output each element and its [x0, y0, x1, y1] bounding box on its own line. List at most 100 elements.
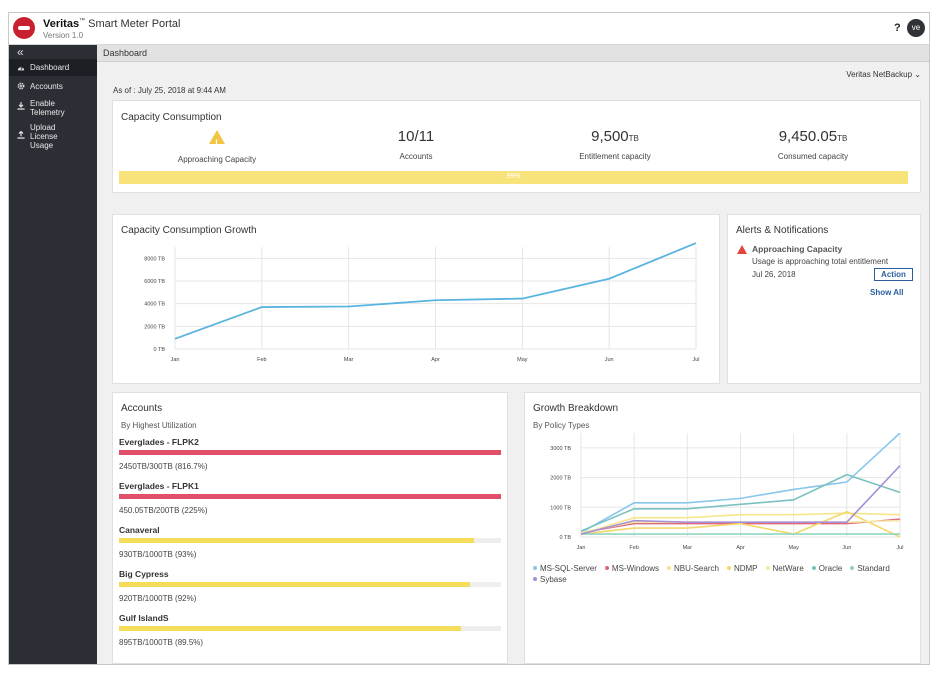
chart-legend: MS-SQL-Server MS-Windows NBU-Search NDMP Net…	[533, 563, 913, 585]
legend-swatch	[604, 566, 609, 570]
alerts-card: Alerts & Notifications Approaching Capac…	[727, 214, 921, 384]
account-name: Canaveral	[119, 525, 160, 535]
series-line-nbu-search	[580, 512, 901, 535]
x-tick-label: May	[517, 357, 528, 363]
growth-breakdown-card: Growth Breakdown By Policy Types Jan Feb M…	[524, 392, 921, 664]
card-title: Alerts & Notifications	[736, 225, 829, 236]
sidebar-item-enable-telemetry[interactable]: Enable Telemetry	[9, 99, 97, 121]
x-tick-label: Feb	[257, 357, 266, 363]
capacity-growth-card: Capacity Consumption Growth Jan Feb Mar Apr…	[112, 214, 720, 384]
x-tick-label: Jun	[605, 357, 614, 363]
series-line-ms-sql-server	[580, 433, 901, 534]
account-usage: 930TB/1000TB (93%)	[119, 550, 197, 559]
legend-swatch	[533, 566, 537, 570]
alert-title: Approaching Capacity	[752, 244, 843, 254]
series-line-ndmp	[580, 510, 901, 538]
legend-swatch	[667, 566, 672, 570]
sidebar-item-upload-license-usage[interactable]: Upload License Usage	[9, 123, 97, 153]
y-tick-label: 0 TB	[153, 347, 165, 353]
warning-icon	[209, 130, 225, 153]
x-tick-label: Apr	[736, 545, 745, 551]
account-usage: 450.05TB/200TB (225%)	[119, 506, 208, 515]
series-line-sybase	[580, 465, 901, 535]
alert-date: Jul 26, 2018	[752, 270, 796, 279]
capacity-progress-bar: 99%	[119, 171, 908, 184]
capacity-growth-chart: Jan Feb Mar Apr May Jun Jul 0 TB 2000 TB 4000 TB 6…	[144, 242, 700, 363]
sidebar-item-accounts[interactable]: Accounts	[9, 78, 97, 95]
kpi-approaching-capacity: Approaching Capacity	[117, 127, 317, 164]
card-title: Capacity Consumption	[121, 112, 222, 123]
series-line-0	[174, 242, 697, 340]
app-version: Version 1.0	[43, 31, 84, 40]
utilization-fill	[119, 494, 501, 499]
x-tick-label: Jun	[842, 545, 851, 551]
legend-item[interactable]: MS-SQL-Server	[533, 563, 597, 574]
y-tick-label: 0 TB	[559, 535, 571, 541]
y-tick-label: 2000 TB	[550, 476, 571, 482]
capacity-consumption-card: Capacity Consumption Approaching Capacit…	[112, 100, 921, 193]
account-row[interactable]: Big Cypress 920TB/1000TB (92%)	[119, 569, 501, 603]
utilization-bar	[119, 626, 501, 631]
sidebar-item-dashboard[interactable]: Dashboard	[9, 59, 97, 76]
legend-label: NDMP	[733, 564, 758, 573]
upload-icon	[17, 131, 25, 139]
account-name: Everglades - FLPK2	[119, 437, 199, 447]
dashboard-content: Veritas NetBackup ⌄ As of : July 25, 201…	[97, 62, 929, 664]
utilization-bar	[119, 450, 501, 455]
utilization-fill	[119, 582, 471, 587]
legend-item[interactable]: Standard	[850, 563, 890, 574]
legend-swatch	[765, 566, 770, 570]
card-title: Growth Breakdown	[533, 403, 619, 414]
x-tick-label: Feb	[629, 545, 638, 551]
legend-item[interactable]: NBU-Search	[667, 563, 719, 574]
action-button[interactable]: Action	[874, 268, 913, 281]
product-selector[interactable]: Veritas NetBackup ⌄	[846, 70, 921, 79]
card-title: Accounts	[121, 403, 163, 414]
y-tick-label: 1000 TB	[550, 505, 571, 511]
x-tick-label: Jul	[896, 545, 903, 551]
legend-item[interactable]: Oracle	[811, 563, 843, 574]
collapse-sidebar-icon[interactable]: «	[17, 45, 24, 59]
y-tick-label: 3000 TB	[550, 446, 571, 452]
account-row[interactable]: Gulf IslandS 895TB/1000TB (89.5%)	[119, 613, 501, 647]
as-of-timestamp: As of : July 25, 2018 at 9:44 AM	[113, 86, 226, 95]
account-name: Big Cypress	[119, 569, 169, 579]
help-icon[interactable]: ?	[894, 22, 901, 34]
alert-message: Usage is approaching total entitlement	[752, 257, 889, 266]
dashboard-icon	[17, 66, 25, 71]
account-name: Gulf IslandS	[119, 613, 169, 623]
x-tick-label: Jul	[692, 357, 699, 363]
legend-item[interactable]: Sybase	[533, 574, 567, 585]
legend-label: Oracle	[818, 564, 843, 573]
x-tick-label: Jan	[171, 357, 180, 363]
app-window: Veritas™ Smart Meter Portal Version 1.0 …	[8, 12, 930, 665]
card-subtitle: By Highest Utilization	[121, 421, 197, 430]
show-all-link[interactable]: Show All	[870, 288, 904, 297]
accounts-card: Accounts By Highest Utilization Everglad…	[112, 392, 508, 664]
card-subtitle: By Policy Types	[533, 421, 590, 430]
account-usage: 895TB/1000TB (89.5%)	[119, 638, 204, 647]
legend-swatch	[850, 566, 855, 570]
legend-item[interactable]: MS-Windows	[604, 563, 659, 574]
alert-warning-icon	[737, 245, 747, 254]
utilization-bar	[119, 538, 501, 543]
legend-item[interactable]: NDMP	[726, 563, 758, 574]
breadcrumb-bar: Dashboard	[97, 45, 929, 62]
account-row[interactable]: Everglades - FLPK2 2450TB/300TB (816.7%)	[119, 437, 501, 471]
utilization-fill	[119, 450, 501, 455]
account-row[interactable]: Canaveral 930TB/1000TB (93%)	[119, 525, 501, 559]
kpi-consumed-capacity: 9,450.05TB Consumed capacity	[777, 128, 849, 161]
y-tick-label: 6000 TB	[144, 279, 165, 285]
account-usage: 920TB/1000TB (92%)	[119, 594, 197, 603]
y-tick-label: 4000 TB	[144, 302, 165, 308]
legend-swatch	[533, 577, 537, 581]
kpi-entitlement-capacity: 9,500TB Entitlement capacity	[579, 128, 651, 161]
x-tick-label: Jan	[577, 545, 586, 551]
veritas-logo-icon	[13, 17, 35, 39]
user-avatar[interactable]: ve	[907, 19, 925, 37]
legend-label: NetWare	[772, 564, 804, 573]
account-row[interactable]: Everglades - FLPK1 450.05TB/200TB (225%)	[119, 481, 501, 515]
capacity-progress-label: 99%	[506, 173, 521, 180]
legend-item[interactable]: NetWare	[765, 563, 804, 574]
series-line-oracle	[580, 473, 901, 532]
